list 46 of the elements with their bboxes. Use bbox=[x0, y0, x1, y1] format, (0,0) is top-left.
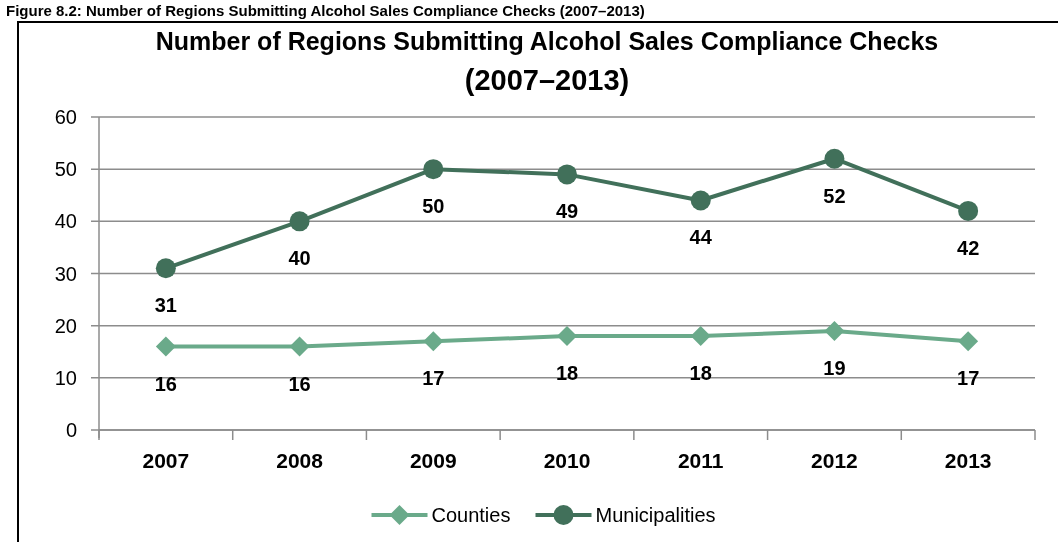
data-label: 50 bbox=[422, 195, 445, 218]
data-label: 17 bbox=[422, 367, 445, 390]
data-label: 17 bbox=[957, 367, 980, 390]
point bbox=[423, 331, 444, 352]
y-tick-label: 0 bbox=[65, 419, 77, 441]
data-label: 40 bbox=[288, 247, 311, 270]
point bbox=[557, 164, 577, 185]
y-tick-label: 20 bbox=[54, 314, 77, 337]
y-tick-label: 30 bbox=[54, 262, 77, 285]
x-tick-label: 2008 bbox=[276, 449, 324, 472]
data-label: 52 bbox=[823, 184, 846, 207]
point bbox=[958, 331, 979, 352]
chart-title: Number of Regions Submitting Alcohol Sales Compliance Checks (2007–2013) bbox=[155, 27, 939, 96]
x-tick-label: 2012 bbox=[811, 449, 858, 472]
data-label: 31 bbox=[154, 294, 177, 317]
data-label: 49 bbox=[555, 200, 579, 223]
legend-label: Counties bbox=[431, 504, 511, 526]
x-tick-label: 2007 bbox=[142, 449, 190, 472]
point bbox=[824, 148, 845, 169]
x-tick-label: 2011 bbox=[677, 449, 724, 472]
point bbox=[289, 211, 310, 232]
point bbox=[824, 320, 845, 341]
data-label: 44 bbox=[689, 226, 713, 249]
data-label: 42 bbox=[957, 236, 980, 259]
data-label: 19 bbox=[823, 356, 846, 379]
x-tick-label: 2010 bbox=[543, 449, 591, 472]
point bbox=[155, 258, 176, 279]
data-label: 18 bbox=[689, 362, 712, 385]
point bbox=[690, 326, 711, 347]
point bbox=[958, 200, 979, 221]
y-tick-label: 60 bbox=[54, 106, 77, 128]
y-tick-label: 50 bbox=[54, 158, 77, 181]
point bbox=[155, 336, 176, 357]
x-tick-label: 2013 bbox=[944, 449, 992, 472]
point bbox=[423, 159, 444, 180]
y-tick-label: 40 bbox=[54, 210, 77, 233]
data-label: 16 bbox=[288, 372, 311, 395]
point bbox=[557, 326, 577, 347]
point bbox=[289, 336, 310, 357]
x-tick-label: 2009 bbox=[409, 449, 457, 472]
caption: Figure 8.2: Number of Regions Submitting Alcohol Sales Compliance Checks (2007–2013) bbox=[6, 2, 645, 19]
point bbox=[690, 190, 711, 211]
data-label: 18 bbox=[555, 362, 579, 385]
legend-label: Municipalities bbox=[595, 504, 716, 526]
data-label: 16 bbox=[154, 372, 177, 395]
y-tick-label: 10 bbox=[54, 366, 77, 389]
